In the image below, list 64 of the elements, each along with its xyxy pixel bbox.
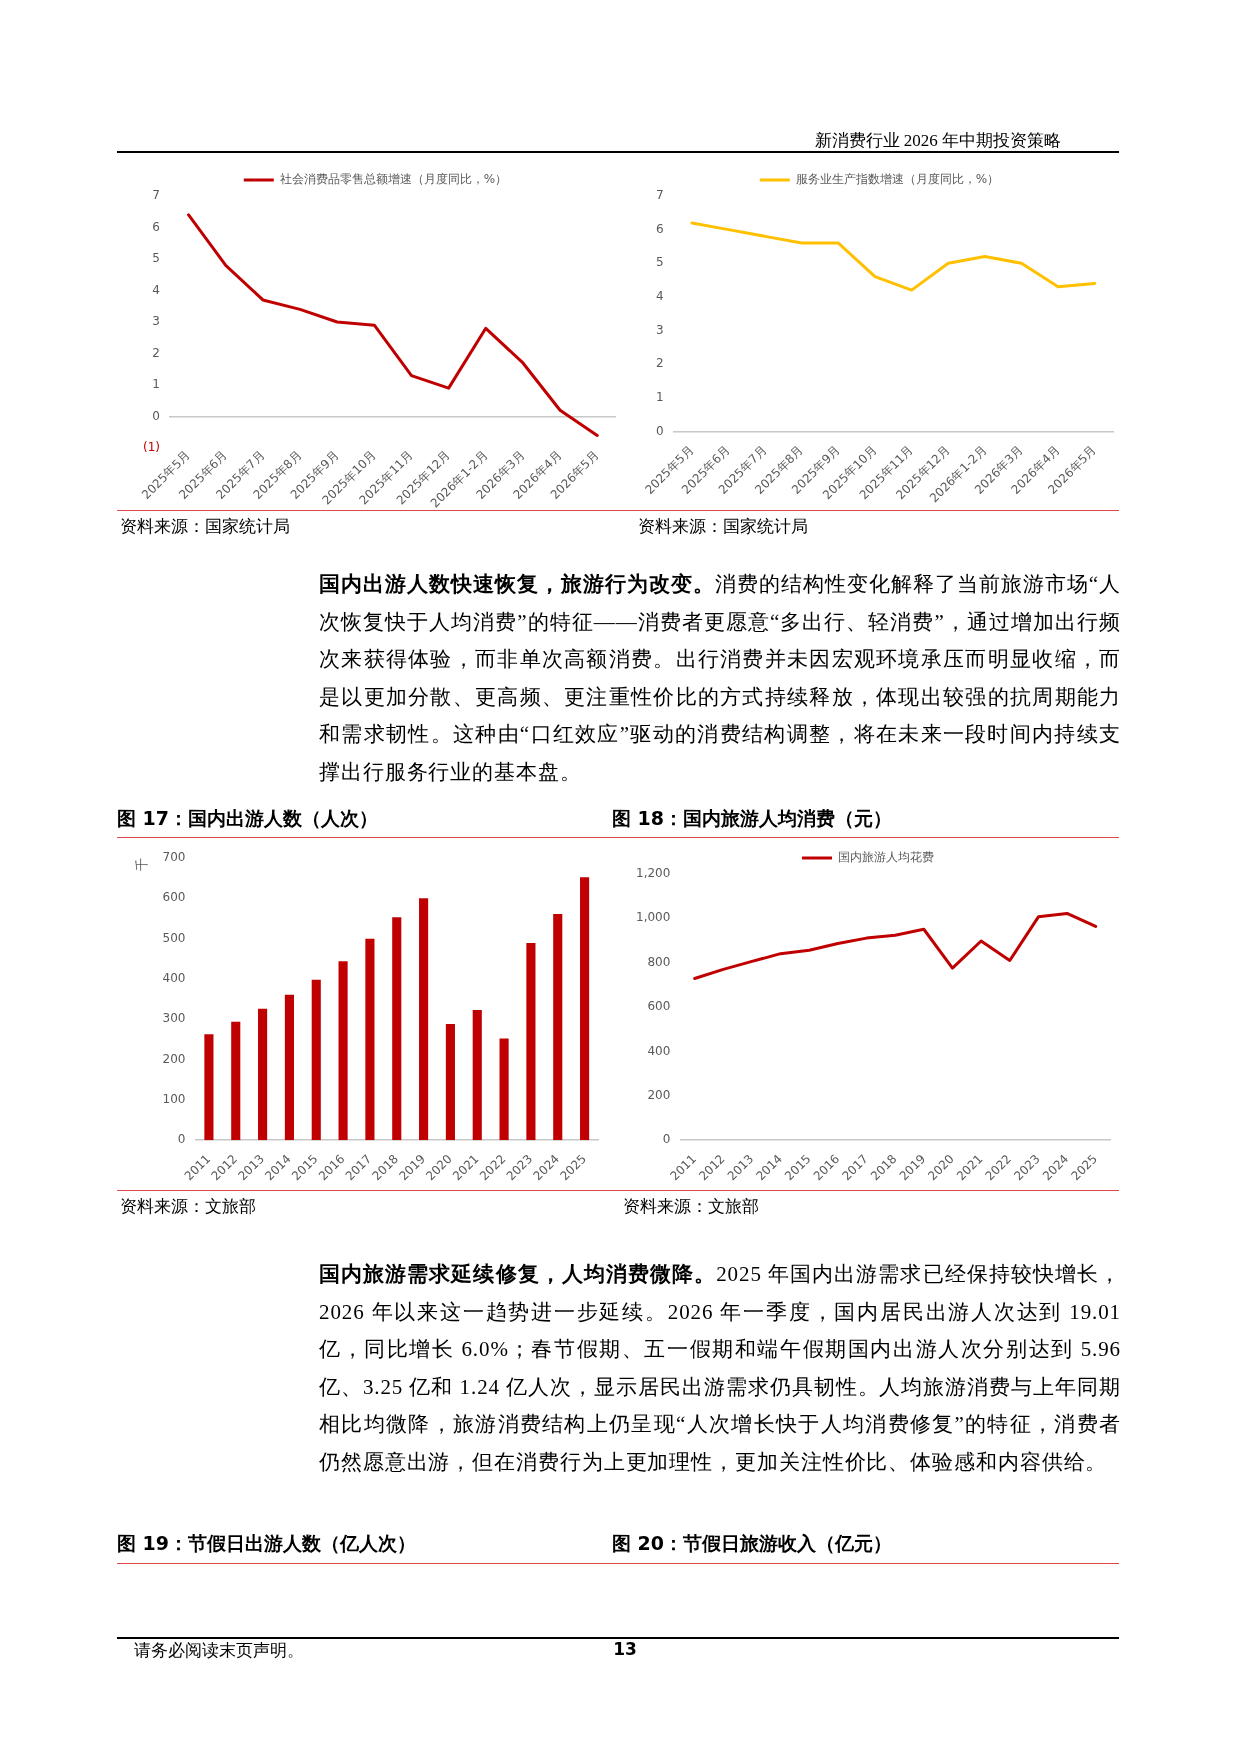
- y-tick-label: 7: [152, 188, 160, 203]
- y-tick-label: 200: [647, 1087, 671, 1102]
- y-tick-label: 0: [152, 408, 160, 423]
- y-tick-label: 6: [152, 219, 160, 234]
- bar: [526, 943, 536, 1141]
- y-tick-label: 0: [662, 1132, 671, 1147]
- y-tick-label: 4: [152, 282, 160, 297]
- text: 国内旅游需求延续修复，人均消费微降。: [319, 1262, 717, 1286]
- y-tick-label: 1,000: [635, 910, 671, 925]
- y-tick-label: 600: [162, 890, 186, 905]
- text: 请务必阅读末页声明。: [134, 1640, 304, 1660]
- y-tick-label: 100: [162, 1092, 186, 1107]
- y-tick-label: 5: [655, 255, 664, 270]
- y-tick-label: (1): [143, 440, 160, 455]
- y-tick-label: 2: [152, 345, 160, 360]
- y-tick-label: 3: [655, 322, 664, 337]
- y-tick-label: 3: [152, 314, 160, 329]
- y-tick-label: 6: [655, 221, 664, 236]
- text: 资料来源：文旅部: [623, 1196, 759, 1216]
- y-tick-label: 7: [655, 188, 664, 203]
- bar: [365, 938, 375, 1141]
- text: 资料来源：文旅部: [120, 1196, 256, 1216]
- bar: [311, 979, 321, 1141]
- y-tick-label: 1: [152, 377, 160, 392]
- bar: [472, 1010, 482, 1141]
- caption: 图 19：节假日出游人数（亿人次）: [117, 1532, 417, 1554]
- caption: 图 20：节假日旅游收入（亿元）: [612, 1532, 893, 1554]
- bar: [338, 961, 348, 1141]
- bar: [392, 917, 402, 1141]
- y-axis-title: 千: [134, 858, 150, 871]
- y-tick-label: 0: [177, 1132, 186, 1147]
- y-tick-label: 1: [655, 389, 664, 404]
- bar: [204, 1034, 214, 1141]
- legend-label: 国内旅游人均花费: [838, 850, 934, 865]
- y-tick-label: 300: [162, 1011, 186, 1026]
- y-tick-label: 1,200: [635, 866, 671, 881]
- y-tick-label: 2: [655, 356, 664, 371]
- bar: [580, 877, 590, 1141]
- bar: [231, 1021, 241, 1141]
- bar: [553, 914, 563, 1141]
- text: 资料来源：国家统计局: [120, 516, 290, 536]
- y-tick-label: 400: [647, 1043, 671, 1058]
- text: 资料来源：国家统计局: [638, 516, 808, 536]
- y-tick-label: 5: [152, 251, 160, 266]
- y-tick-label: 0: [655, 423, 664, 438]
- bar: [445, 1024, 455, 1141]
- y-tick-label: 600: [647, 999, 671, 1014]
- text: 13: [613, 1639, 637, 1659]
- legend-label: 服务业生产指数增速（月度同比，%）: [795, 172, 1000, 187]
- bar: [419, 898, 429, 1141]
- y-tick-label: 800: [647, 954, 671, 969]
- y-tick-label: 500: [162, 930, 186, 945]
- legend-label: 社会消费品零售总额增速（月度同比，%）: [279, 172, 508, 187]
- y-tick-label: 4: [655, 289, 664, 304]
- bar: [258, 1008, 268, 1141]
- y-tick-label: 700: [162, 850, 186, 865]
- bar: [284, 994, 294, 1141]
- text: 新消费行业 2026 年中期投资策略: [814, 131, 1061, 150]
- text: 国内出游人数快速恢复，旅游行为改变。: [319, 572, 715, 596]
- y-tick-label: 200: [162, 1051, 186, 1066]
- chart-title: 图 17：国内出游人数（人次）: [117, 807, 379, 829]
- chart-title: 图 18：国内旅游人均消费（元）: [612, 807, 893, 829]
- y-tick-label: 400: [162, 971, 186, 986]
- bar: [499, 1038, 509, 1141]
